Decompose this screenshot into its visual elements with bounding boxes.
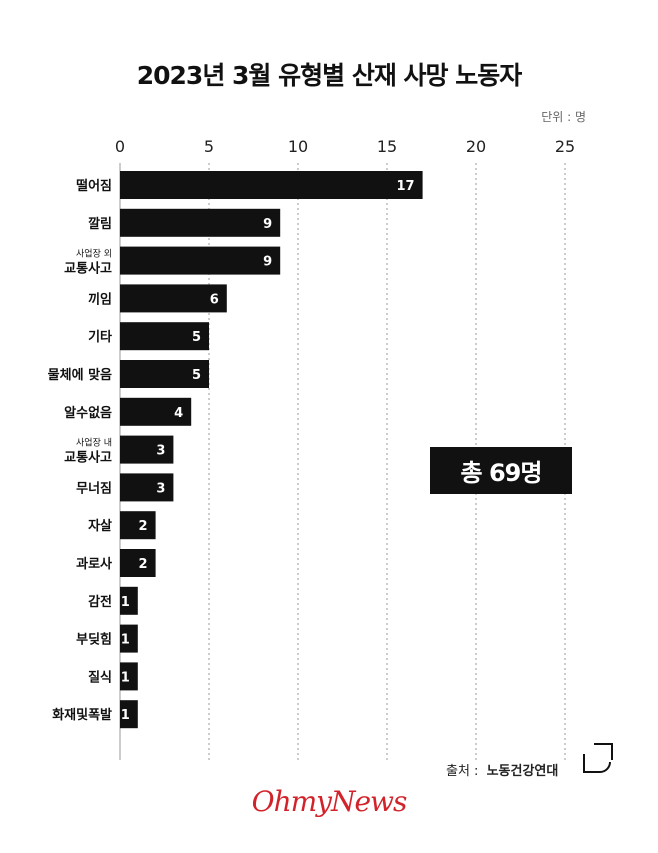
bar bbox=[120, 624, 138, 653]
x-tick-label: 0 bbox=[115, 137, 125, 156]
bar-value-label: 1 bbox=[121, 595, 130, 610]
bar bbox=[120, 360, 209, 388]
bar-value-label: 2 bbox=[139, 519, 148, 534]
bar bbox=[120, 586, 138, 615]
bar bbox=[120, 511, 156, 540]
bar-value-label: 5 bbox=[192, 330, 201, 345]
brand-logo: OhmyNews bbox=[251, 785, 408, 818]
category-label: 감전 bbox=[88, 594, 112, 610]
bar-value-label: 17 bbox=[397, 179, 415, 194]
bar-value-label: 3 bbox=[156, 444, 165, 459]
bar bbox=[120, 435, 174, 464]
category-label: 알수없음 bbox=[64, 405, 112, 421]
category-label: 화재및폭발 bbox=[52, 707, 112, 723]
bar bbox=[120, 208, 281, 237]
unit-label: 단위 : 명 bbox=[541, 110, 586, 124]
bar bbox=[120, 700, 138, 729]
category-sublabel: 사업장 외 bbox=[76, 248, 112, 260]
bar-value-label: 6 bbox=[210, 292, 219, 307]
category-label: 물체에 맞음 bbox=[48, 367, 112, 383]
bar bbox=[120, 549, 156, 577]
bar-value-label: 4 bbox=[174, 406, 183, 421]
total-badge: 총 69명 bbox=[430, 447, 572, 494]
bar-value-label: 1 bbox=[121, 708, 130, 723]
bar bbox=[120, 171, 423, 199]
category-label: 교통사고 bbox=[64, 261, 112, 277]
category-label: 과로사 bbox=[76, 556, 112, 572]
source-label: 출처 : bbox=[446, 764, 479, 779]
bar-value-label: 9 bbox=[263, 255, 272, 270]
category-label: 무너짐 bbox=[76, 480, 112, 496]
x-tick-label: 20 bbox=[466, 137, 486, 156]
category-label: 끼임 bbox=[88, 292, 112, 307]
x-tick-label: 10 bbox=[288, 137, 308, 156]
source-credit: 출처 : 노동건강연대 bbox=[446, 760, 558, 779]
bar-value-label: 9 bbox=[263, 217, 272, 232]
category-label: 질식 bbox=[88, 669, 112, 685]
x-tick-label: 5 bbox=[204, 137, 214, 156]
bar bbox=[120, 662, 138, 691]
bar bbox=[120, 397, 192, 426]
source-name: 노동건강연대 bbox=[486, 764, 559, 779]
x-tick-label: 25 bbox=[555, 137, 575, 156]
bar bbox=[120, 284, 227, 313]
bar bbox=[120, 322, 209, 351]
chart-title: 2023년 3월 유형별 산재 사망 노동자 bbox=[136, 61, 523, 90]
bar-value-label: 2 bbox=[139, 557, 148, 572]
category-label: 기타 bbox=[88, 329, 112, 345]
bar-value-label: 3 bbox=[156, 481, 165, 496]
bar-value-label: 1 bbox=[121, 633, 130, 648]
category-label: 교통사고 bbox=[64, 450, 112, 466]
bar-value-label: 5 bbox=[192, 368, 201, 383]
bar bbox=[120, 473, 174, 502]
category-label: 떨어짐 bbox=[76, 178, 112, 194]
bar-value-label: 1 bbox=[121, 670, 130, 685]
source-logo-icon bbox=[583, 743, 613, 773]
category-label: 자살 bbox=[88, 518, 112, 534]
category-sublabel: 사업장 내 bbox=[76, 438, 112, 449]
bar bbox=[120, 246, 281, 275]
category-label: 부딪힘 bbox=[76, 632, 112, 648]
category-label: 깔림 bbox=[88, 217, 112, 232]
x-tick-label: 15 bbox=[377, 137, 397, 156]
